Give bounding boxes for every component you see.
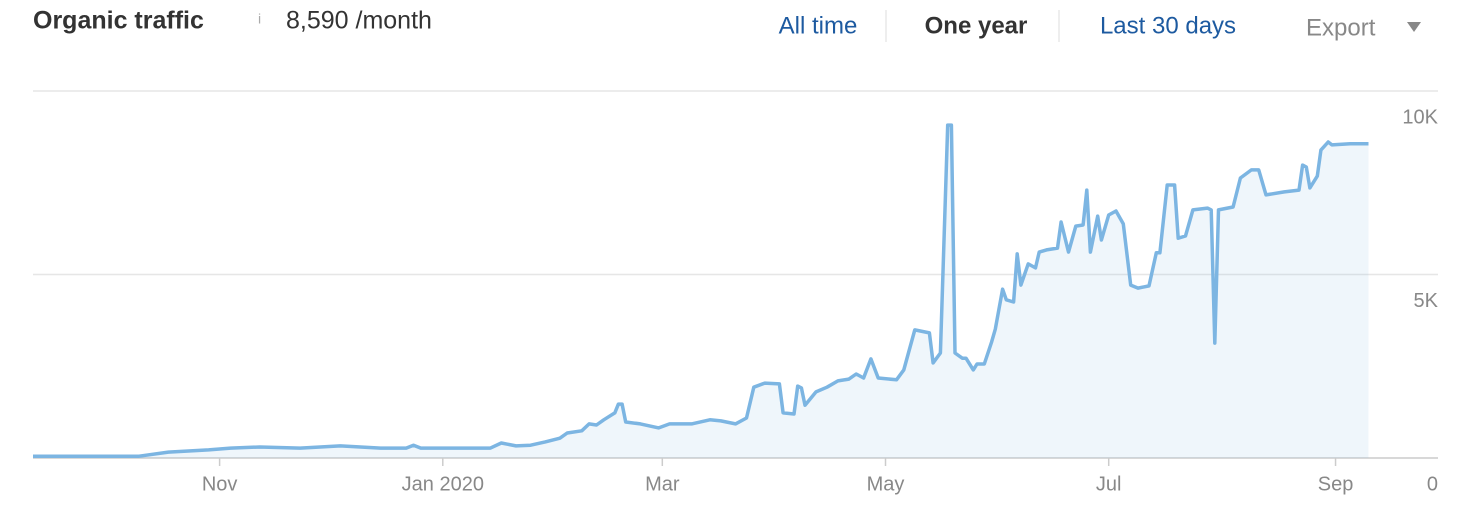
y-tick-label: 5K (1414, 290, 1439, 312)
area (33, 125, 1369, 458)
range-button[interactable]: All time (779, 12, 858, 39)
y-tick-label: 10K (1402, 106, 1438, 128)
range-button[interactable]: One year (925, 12, 1028, 39)
x-tick-label: Jan 2020 (402, 473, 484, 495)
x-tick-label: Sep (1318, 473, 1354, 495)
y-tick-label: 0 (1427, 473, 1438, 495)
chart-title: Organic traffic (33, 7, 204, 35)
range-button[interactable]: Last 30 days (1100, 12, 1236, 39)
x-tick-label: May (867, 473, 905, 495)
metric: 8,590 /month (286, 7, 432, 35)
export-button[interactable]: Export (1306, 14, 1376, 41)
dropdown-arrow[interactable] (1407, 22, 1421, 32)
x-tick-label: Jul (1096, 473, 1122, 495)
line (33, 123, 1369, 458)
x-tick-label: Mar (645, 473, 680, 495)
info-icon[interactable]: i (258, 11, 261, 27)
x-tick-label: Nov (202, 473, 238, 495)
